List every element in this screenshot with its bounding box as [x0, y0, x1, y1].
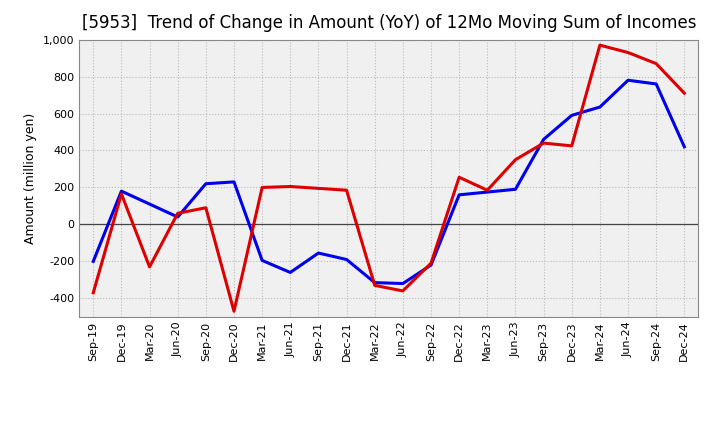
Ordinary Income [483, 189, 492, 194]
Net Income [511, 157, 520, 162]
Net Income [202, 205, 210, 210]
Ordinary Income [370, 280, 379, 285]
Ordinary Income [117, 188, 126, 194]
Ordinary Income [314, 250, 323, 256]
Ordinary Income [286, 270, 294, 275]
Net Income [680, 91, 688, 96]
Net Income [595, 43, 604, 48]
Ordinary Income [652, 81, 660, 87]
Ordinary Income [567, 113, 576, 118]
Ordinary Income [230, 179, 238, 184]
Ordinary Income [202, 181, 210, 187]
Net Income [230, 308, 238, 314]
Net Income [624, 50, 632, 55]
Net Income [483, 187, 492, 193]
Net Income [567, 143, 576, 148]
Net Income [314, 186, 323, 191]
Ordinary Income [427, 262, 436, 268]
Net Income [652, 61, 660, 66]
Ordinary Income [595, 104, 604, 110]
Line: Net Income: Net Income [94, 45, 684, 311]
Ordinary Income [455, 192, 464, 198]
Net Income [342, 187, 351, 193]
Ordinary Income [258, 258, 266, 263]
Net Income [399, 288, 408, 293]
Net Income [258, 185, 266, 190]
Net Income [89, 290, 98, 295]
Ordinary Income [342, 257, 351, 262]
Net Income [427, 260, 436, 266]
Net Income [455, 175, 464, 180]
Net Income [370, 283, 379, 288]
Ordinary Income [145, 202, 154, 207]
Net Income [286, 184, 294, 189]
Ordinary Income [624, 77, 632, 83]
Ordinary Income [511, 187, 520, 192]
Net Income [145, 264, 154, 270]
Title: [5953]  Trend of Change in Amount (YoY) of 12Mo Moving Sum of Incomes: [5953] Trend of Change in Amount (YoY) o… [81, 15, 696, 33]
Net Income [117, 191, 126, 197]
Y-axis label: Amount (million yen): Amount (million yen) [24, 113, 37, 244]
Ordinary Income [680, 144, 688, 150]
Net Income [539, 140, 548, 146]
Ordinary Income [539, 137, 548, 142]
Net Income [174, 211, 182, 216]
Ordinary Income [174, 214, 182, 220]
Line: Ordinary Income: Ordinary Income [94, 80, 684, 283]
Ordinary Income [399, 281, 408, 286]
Ordinary Income [89, 259, 98, 264]
